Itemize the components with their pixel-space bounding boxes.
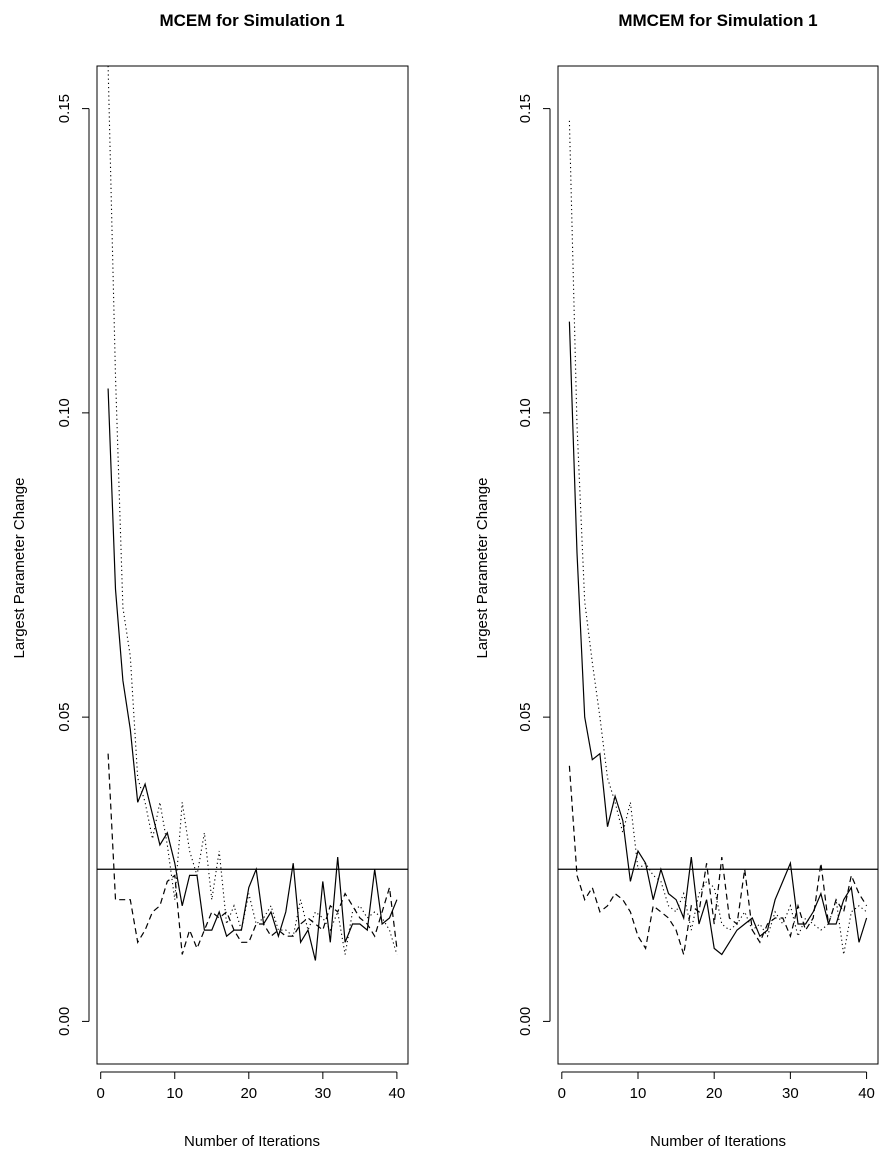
y-tick-label: 0.00 [56, 1007, 73, 1036]
x-tick-label: 20 [240, 1085, 257, 1102]
plot-frame [557, 65, 879, 1065]
series-line-solid [107, 388, 398, 961]
y-axis-title: Largest Parameter Change [11, 478, 28, 659]
chart-title: MMCEM for Simulation 1 [618, 11, 817, 30]
x-tick-label: 30 [315, 1085, 332, 1102]
y-axis: 0.00 0.05 0.10 0.15 [517, 94, 551, 1036]
x-tick-label: 10 [630, 1085, 647, 1102]
y-tick-label: 0.15 [56, 94, 73, 123]
x-tick-label: 20 [706, 1085, 723, 1102]
x-tick-label: 40 [858, 1085, 875, 1102]
series-line-dashed [107, 753, 398, 955]
series-line-dashed [568, 765, 868, 955]
plot-marks [558, 120, 878, 956]
x-tick-label: 0 [558, 1085, 566, 1102]
x-axis: 0 10 20 30 40 [558, 1071, 875, 1102]
x-tick-label: 10 [166, 1085, 183, 1102]
chart-title: MCEM for Simulation 1 [159, 11, 344, 30]
x-axis-title: Number of Iterations [184, 1133, 320, 1150]
panel-mcem: MCEM for Simulation 1 Number of Iteratio… [11, 11, 409, 1150]
y-tick-label: 0.05 [517, 703, 534, 732]
y-tick-label: 0.10 [517, 398, 534, 427]
series-line-dotted [568, 120, 867, 955]
panel-mmcem: MMCEM for Simulation 1 Number of Iterati… [474, 11, 879, 1150]
x-tick-label: 40 [389, 1085, 406, 1102]
y-tick-label: 0.10 [56, 398, 73, 427]
y-axis: 0.00 0.05 0.10 0.15 [56, 94, 90, 1036]
y-tick-label: 0.15 [517, 94, 534, 123]
x-axis-title: Number of Iterations [650, 1133, 786, 1150]
y-tick-label: 0.00 [517, 1007, 534, 1036]
x-tick-label: 0 [97, 1085, 105, 1102]
plot-frame [96, 65, 409, 1065]
series-line-dotted [107, 65, 398, 955]
plot-marks [97, 65, 408, 961]
x-tick-label: 30 [782, 1085, 799, 1102]
y-tick-label: 0.05 [56, 703, 73, 732]
series-line-solid [568, 321, 868, 956]
y-axis-title: Largest Parameter Change [474, 478, 491, 659]
x-axis: 0 10 20 30 40 [97, 1071, 406, 1102]
